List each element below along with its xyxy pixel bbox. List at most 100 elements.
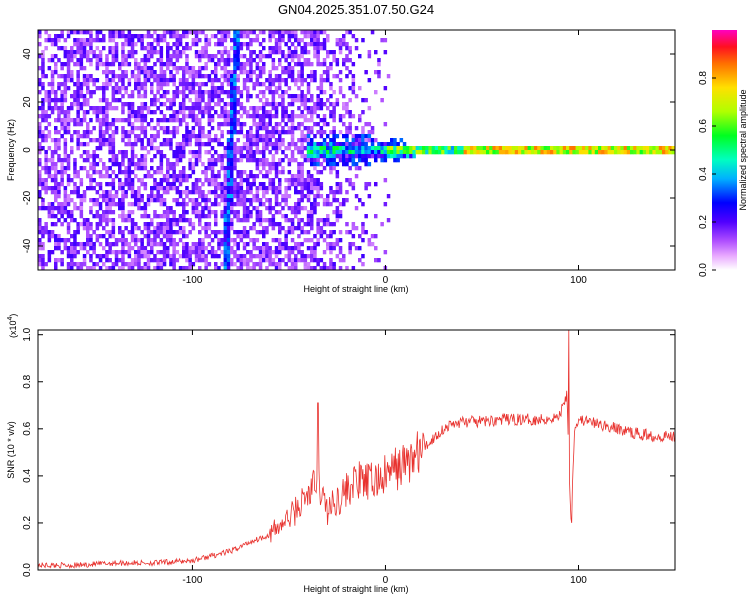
spectrogram-cell — [345, 138, 349, 143]
spectrogram-cell — [230, 130, 234, 135]
spectrogram-cell — [114, 30, 119, 35]
spectrogram-cell — [367, 182, 372, 187]
spectrogram-cell — [210, 54, 215, 59]
spectrogram-cell — [322, 166, 327, 171]
spectrogram-cell — [95, 226, 100, 231]
spectrogram-cell — [89, 34, 93, 39]
spectrogram-cell — [143, 146, 148, 151]
spectrogram-cell — [220, 250, 224, 255]
spectrogram-cell — [137, 266, 141, 271]
spectrogram-cell — [166, 206, 170, 211]
spectrogram-cell — [66, 58, 71, 63]
spectrogram-cell — [223, 174, 228, 179]
spectrogram-cell — [198, 242, 202, 247]
spectrogram-cell — [146, 106, 151, 111]
spectrogram-cell — [210, 202, 215, 207]
spectrogram-cell — [41, 86, 45, 91]
spectrogram-cell — [105, 118, 109, 123]
spectrogram-cell — [265, 98, 269, 103]
spectrogram-cell — [38, 126, 42, 131]
spectrogram-cell — [300, 30, 304, 35]
spectrogram-cell — [178, 226, 183, 231]
spectrogram-cell — [316, 62, 320, 67]
spectrogram-cell — [313, 250, 317, 255]
spectrogram-cell — [294, 142, 298, 147]
spectrogram-cell — [617, 150, 621, 155]
spectrogram-cell — [162, 130, 167, 135]
spectrogram-cell — [220, 154, 224, 159]
spectrogram-cell — [249, 106, 253, 111]
spectrogram-cell — [156, 194, 160, 199]
spectrogram-cell — [646, 146, 650, 151]
spectrogram-cell — [271, 142, 276, 147]
spectrogram-cell — [76, 122, 80, 127]
spectrogram-cell — [210, 94, 215, 99]
spectrogram-cell — [114, 90, 119, 95]
spectrogram-cell — [313, 142, 317, 147]
spectrogram-cell — [249, 238, 253, 243]
spectrogram-cell — [207, 190, 212, 195]
spectrogram-cell — [114, 250, 119, 255]
spectrogram-cell — [281, 30, 285, 35]
spectrogram-cell — [262, 258, 266, 263]
spectrogram-cell — [329, 190, 333, 195]
spectrogram-cell — [38, 90, 42, 95]
spectrogram-cell — [191, 106, 196, 111]
spectrogram-cell — [175, 86, 180, 91]
spectrogram-cell — [162, 222, 167, 227]
spectrogram-cell — [265, 102, 269, 107]
spectrogram-cell — [76, 106, 80, 111]
spectrogram-cell — [121, 150, 125, 155]
spectrogram-cell — [313, 70, 317, 75]
spectrogram-cell — [188, 158, 192, 163]
spectrogram-cell — [182, 226, 186, 231]
spectrogram-cell — [223, 210, 228, 215]
spectrogram-cell — [185, 78, 189, 83]
spectrogram-cell — [303, 238, 308, 243]
spectrogram-cell — [169, 74, 173, 79]
spectrogram-cell — [239, 150, 244, 155]
spectrogram-cell — [220, 110, 224, 115]
spectrogram-cell — [185, 30, 189, 35]
spectrogram-cell — [114, 34, 119, 39]
spectrogram-cell — [252, 182, 256, 187]
spectrogram-cell — [505, 150, 509, 155]
spectrogram-cell — [262, 234, 266, 239]
spectrogram-cell — [89, 182, 93, 187]
spectrogram-cell — [255, 166, 260, 171]
spectrogram-cell — [108, 258, 112, 263]
spectrogram-cell — [306, 266, 311, 271]
spectrogram-cell — [162, 82, 167, 87]
spectrogram-cell — [223, 150, 228, 155]
spectrogram-cell — [137, 134, 141, 139]
spectrogram-cell — [316, 142, 320, 147]
spectrogram-cell — [124, 58, 128, 63]
spectrogram-cell — [121, 30, 125, 35]
spectrogram-cell — [194, 118, 199, 123]
spectrogram-cell — [297, 78, 301, 83]
spectrogram-cell — [79, 118, 84, 123]
spectrogram-cell — [150, 142, 154, 147]
spectrogram-cell — [66, 130, 71, 135]
spectrogram-cell — [188, 166, 192, 171]
spectrogram-cell — [150, 138, 154, 143]
spectrogram-cell — [345, 54, 349, 59]
spectrogram-cell — [182, 82, 186, 87]
spectrogram-cell — [271, 182, 276, 187]
spectrogram-cell — [172, 246, 176, 251]
spectrogram-cell — [338, 146, 343, 151]
spectrogram-cell — [258, 186, 263, 191]
spectrogram-cell — [204, 214, 208, 219]
spectrogram-cell — [79, 50, 84, 55]
spectrogram-cell — [217, 254, 221, 259]
spectrogram-cell — [348, 246, 352, 251]
spectrogram-cell — [70, 262, 74, 267]
spectrogram-cell — [255, 194, 260, 199]
spectrogram-cell — [159, 86, 164, 91]
spectrogram-cell — [108, 158, 112, 163]
spectrogram-cell — [82, 54, 87, 59]
spectrogram-cell — [338, 50, 343, 55]
spectrogram-cell — [303, 102, 308, 107]
spectrogram-cell — [300, 122, 304, 127]
spectrogram-cell — [364, 214, 368, 219]
